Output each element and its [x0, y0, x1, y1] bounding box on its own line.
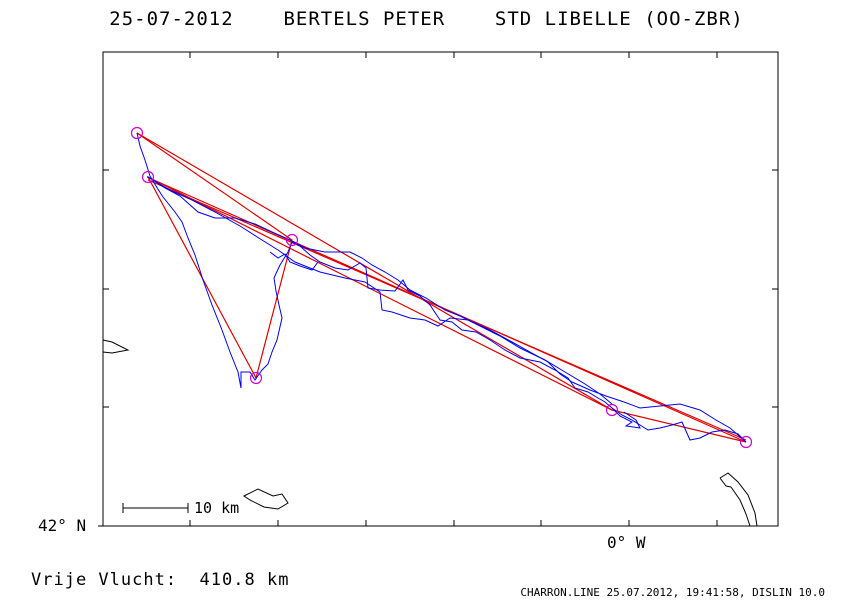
footer-info: CHARRON.LINE 25.07.2012, 19:41:58, DISLI… — [520, 586, 825, 599]
turnpoint-marker — [285, 233, 299, 247]
turnpoints — [130, 126, 753, 449]
longitude-label: 0° W — [607, 533, 646, 552]
turnpoint-marker — [130, 126, 144, 140]
scale-bar — [122, 503, 189, 513]
glider-name: STD LIBELLE (OO-ZBR) — [494, 8, 744, 30]
map-title: 25-07-2012 BERTELS PETER STD LIBELLE (OO… — [0, 8, 853, 30]
distance-label: Vrije Vlucht: — [31, 570, 178, 590]
coastline — [102, 339, 758, 527]
turnpoint-marker — [249, 371, 263, 385]
flight-date: 25-07-2012 — [109, 8, 234, 30]
task-lines — [136, 132, 747, 443]
turnpoint-marker — [141, 170, 155, 184]
turnpoint-marker — [605, 403, 619, 417]
pilot-name: BERTELS PETER — [283, 8, 446, 30]
map-frame — [102, 51, 779, 527]
gps-track — [136, 132, 747, 443]
latitude-label: 42° N — [38, 516, 87, 535]
turnpoint-marker — [739, 435, 753, 449]
distance-value: 410.8 km — [199, 570, 290, 590]
axis-ticks — [98, 52, 778, 527]
distance-summary: Vrije Vlucht: 410.8 km — [31, 570, 289, 590]
scale-bar-label: 10 km — [194, 499, 240, 517]
